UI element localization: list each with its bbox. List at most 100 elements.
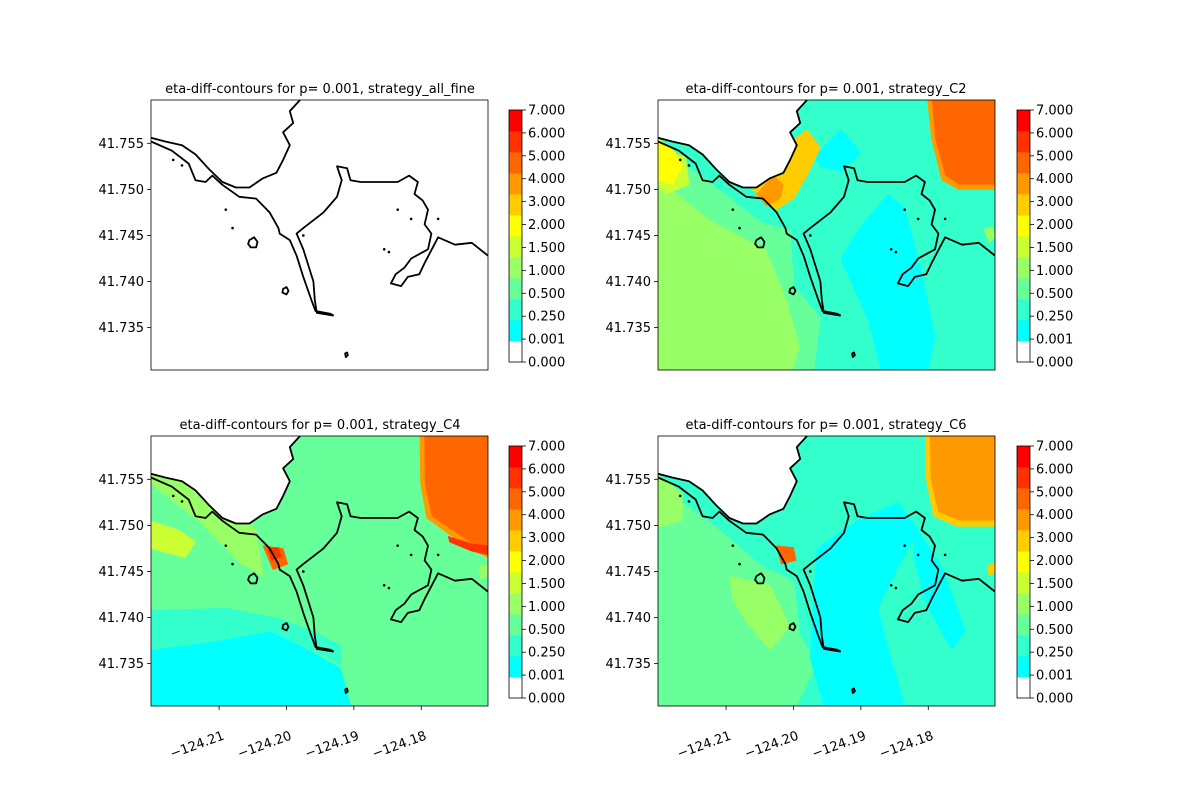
colorbar-tick-label: 7.000 <box>1036 440 1073 455</box>
colorbar-tick-label: 1.500 <box>1036 577 1073 592</box>
contour-layer <box>658 100 995 370</box>
colorbar-tick-label: 5.000 <box>1036 149 1073 164</box>
island-outline <box>344 687 349 694</box>
colorbar-tick-label: 0.000 <box>528 356 565 371</box>
contour-region <box>658 474 683 528</box>
colorbar-segment <box>509 299 522 321</box>
colorbar-tick-label: 3.000 <box>1036 531 1073 546</box>
rock-dot <box>903 544 906 547</box>
colorbar-tick-label: 1.000 <box>1036 600 1073 615</box>
rock-dot <box>231 562 234 566</box>
panel-top-right: eta-diff-contours for p= 0.001, strategy… <box>606 82 1074 371</box>
colorbar-tick-label: 0.000 <box>1036 692 1073 707</box>
colorbar-segment <box>1017 614 1030 636</box>
contour-region <box>151 520 196 558</box>
island-outline <box>281 286 290 296</box>
y-tick-label: 41.755 <box>606 137 652 152</box>
colorbar-segment <box>1017 635 1030 657</box>
contour-layer <box>151 436 488 706</box>
colorbar-tick-label: 4.000 <box>528 172 565 187</box>
coastline-south <box>151 476 335 653</box>
y-tick-label: 41.755 <box>606 473 652 488</box>
colorbar-tick-label: 0.250 <box>1036 646 1073 661</box>
rock-dot <box>436 217 440 221</box>
rock-dot <box>171 158 175 162</box>
y-tick-label: 41.745 <box>99 229 145 244</box>
island-outline <box>851 687 856 694</box>
colorbar-tick-label: 0.001 <box>528 333 565 348</box>
contour-region <box>729 575 791 651</box>
colorbar-segment <box>509 530 522 552</box>
rock-dot <box>809 234 812 237</box>
colorbar-tick-label: 1.500 <box>528 241 565 256</box>
colorbar-segment <box>1017 656 1030 678</box>
colorbar-tick-label: 0.500 <box>528 623 565 638</box>
y-tick-label: 41.750 <box>606 183 652 198</box>
colorbar-segment <box>509 215 522 237</box>
colorbar-segment <box>509 593 522 615</box>
panel-bottom-left: eta-diff-contours for p= 0.001, strategy… <box>99 418 566 762</box>
colorbar-segment <box>1017 152 1030 174</box>
rock-dot <box>224 208 228 211</box>
contour-region <box>658 138 683 186</box>
colorbar-tick-label: 0.001 <box>1036 669 1073 684</box>
rock-dot <box>916 553 920 557</box>
rock-dot <box>687 500 691 503</box>
plot-frame <box>657 435 996 707</box>
colorbar-frame <box>1016 445 1031 699</box>
colorbar-frame <box>508 445 523 699</box>
rock-dot <box>943 217 947 221</box>
colorbar-tick-label: 1.500 <box>1036 241 1073 256</box>
colorbar-tick-label: 1.000 <box>528 264 565 279</box>
rock-dot <box>731 544 735 547</box>
contour-region <box>776 545 797 565</box>
colorbar-tick-label: 6.000 <box>1036 462 1073 477</box>
contour-region <box>447 535 488 556</box>
colorbar-segment <box>509 257 522 279</box>
plot-frame <box>657 99 996 371</box>
y-tick-label: 41.745 <box>606 565 652 580</box>
colorbar-segment <box>509 509 522 531</box>
rock-dot <box>180 164 184 167</box>
colorbar-tick-label: 0.500 <box>528 287 565 302</box>
colorbar-segment <box>509 488 522 510</box>
colorbar-tick-label: 4.000 <box>1036 508 1073 523</box>
colorbar-segment <box>509 236 522 258</box>
colorbar-segment <box>1017 341 1030 363</box>
panel-top-left: eta-diff-contours for p= 0.001, strategy… <box>99 82 566 371</box>
colorbar-tick-label: 7.000 <box>528 104 565 119</box>
rock-dot <box>302 570 305 573</box>
colorbar-segment <box>1017 257 1030 279</box>
coastline-north <box>151 436 301 525</box>
coastline-north <box>658 436 808 525</box>
rock-dot <box>436 553 440 557</box>
colorbar-tick-label: 0.500 <box>1036 287 1073 302</box>
colorbar-segment <box>509 614 522 636</box>
colorbar-segment <box>509 320 522 342</box>
rock-dot <box>894 586 898 590</box>
island-outline <box>754 236 766 249</box>
coastline-south <box>151 140 335 317</box>
contour-region <box>151 607 343 667</box>
colorbar-tick-label: 3.000 <box>528 531 565 546</box>
y-tick-label: 41.750 <box>99 183 145 198</box>
colorbar-segment <box>1017 194 1030 216</box>
coastline-north <box>151 100 301 189</box>
rock-dot <box>687 164 691 167</box>
rock-dot <box>731 208 735 211</box>
land-mass <box>658 100 807 188</box>
colorbar-segment <box>1017 278 1030 300</box>
y-tick-label: 41.740 <box>99 611 145 626</box>
y-tick-label: 41.755 <box>99 137 145 152</box>
rock-dot <box>409 217 413 221</box>
y-tick-label: 41.755 <box>99 473 145 488</box>
panel-title: eta-diff-contours for p= 0.001, strategy… <box>180 418 461 433</box>
rock-dot <box>231 226 234 230</box>
coastline-east <box>295 501 488 653</box>
land-mass <box>151 436 300 524</box>
panel-title: eta-diff-contours for p= 0.001, strategy… <box>165 82 475 97</box>
contour-region <box>987 561 995 576</box>
y-tick-label: 41.740 <box>99 275 145 290</box>
y-tick-label: 41.740 <box>606 275 652 290</box>
